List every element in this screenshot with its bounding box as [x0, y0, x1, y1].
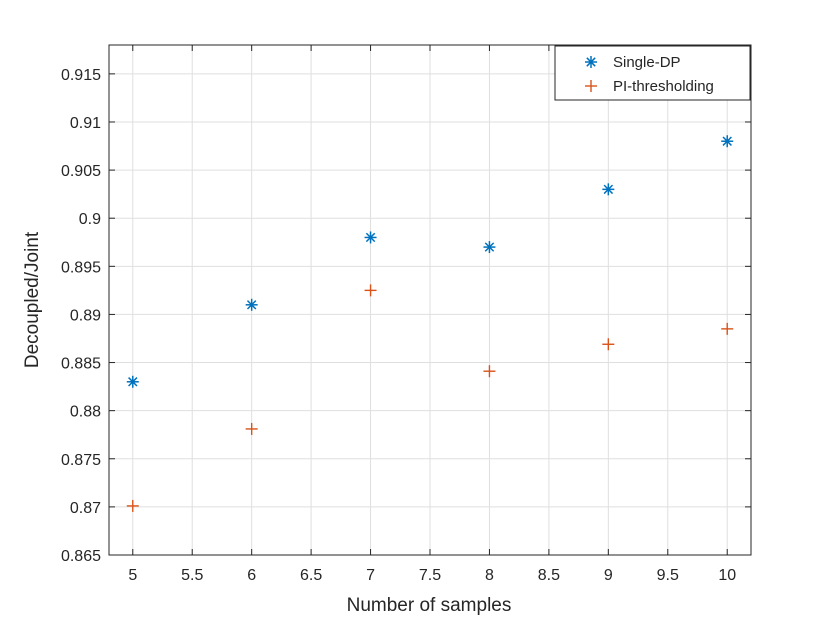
plus-point: [245, 422, 258, 435]
legend-box: [554, 45, 751, 101]
asterisk-point: [602, 183, 615, 196]
x-tick-label: 8: [485, 567, 494, 584]
legend-marker-asterisk: [585, 56, 597, 68]
asterisk-point: [483, 241, 496, 254]
legend-marker-plus: [585, 80, 597, 92]
asterisk-point: [364, 231, 377, 244]
y-tick-label: 0.905: [61, 163, 101, 180]
x-tick-label: 7: [366, 567, 375, 584]
asterisk-point: [721, 135, 734, 148]
plus-point: [721, 322, 734, 335]
legend-label: PI-thresholding: [613, 78, 714, 95]
x-tick-label: 6: [247, 567, 256, 584]
x-tick-label: 6.5: [300, 567, 322, 584]
axes-layer: 5 5.5 6 6.5 7 7.5 8 8.5 9 9.5 10 0.865 0.87 0.875 0.88…: [61, 44, 752, 584]
y-tick-label: 0.89: [70, 307, 101, 324]
y-tick-label: 0.91: [70, 115, 101, 132]
y-tick-label: 0.915: [61, 67, 101, 84]
y-tick-label: 0.875: [61, 452, 101, 469]
x-axis-label: Number of samples: [347, 595, 512, 616]
x-tick-label: 7.5: [419, 567, 441, 584]
legend: Single-DP PI-thresholding: [554, 45, 751, 101]
x-tick-label: 9: [604, 567, 613, 584]
x-tick-label: 8.5: [538, 567, 560, 584]
y-tick-label: 0.88: [70, 404, 101, 421]
y-tick-label: 0.895: [61, 259, 101, 276]
y-tick-label: 0.87: [70, 500, 101, 517]
asterisk-point: [126, 375, 139, 388]
y-tick-label: 0.885: [61, 356, 101, 373]
x-tick-label: 9.5: [657, 567, 679, 584]
plus-point: [364, 284, 377, 297]
x-tick-label: 5.5: [181, 567, 203, 584]
x-tick-label: 10: [718, 567, 736, 584]
y-axis-label: Decoupled/Joint: [22, 231, 43, 368]
x-tick-label: 5: [128, 567, 137, 584]
y-tick-label: 0.865: [61, 548, 101, 565]
plus-point: [126, 499, 139, 512]
legend-label: Single-DP: [613, 54, 681, 71]
y-tick-label: 0.9: [79, 211, 101, 228]
grid-layer: [109, 45, 751, 556]
plus-point: [483, 365, 496, 378]
plus-point: [602, 338, 615, 351]
asterisk-point: [245, 298, 258, 311]
data-points-layer: [126, 135, 734, 512]
